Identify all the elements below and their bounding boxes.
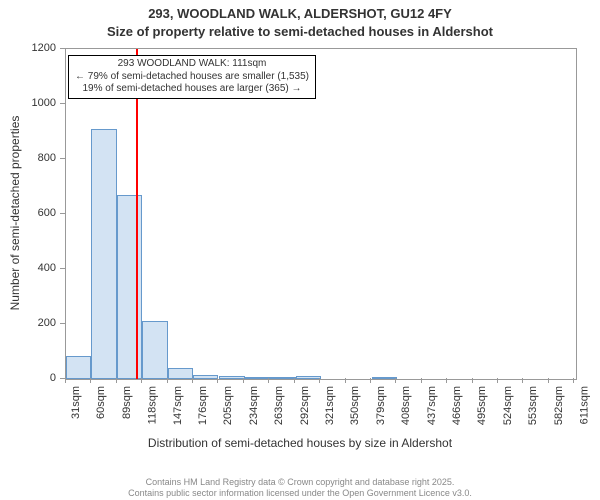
- x-tick: [573, 378, 574, 383]
- x-tick: [116, 378, 117, 383]
- chart-subtitle: Size of property relative to semi-detach…: [0, 24, 600, 40]
- x-tick-label: 611sqm: [578, 386, 590, 424]
- annotation-line: ← 79% of semi-detached houses are smalle…: [75, 71, 309, 84]
- footer-line-2: Contains public sector information licen…: [0, 488, 600, 498]
- y-tick: [60, 213, 65, 214]
- histogram-bar: [66, 356, 91, 379]
- y-tick-label: 800: [16, 152, 56, 164]
- x-tick: [243, 378, 244, 383]
- x-tick: [141, 378, 142, 383]
- x-tick: [217, 378, 218, 383]
- x-tick-label: 31sqm: [70, 386, 82, 419]
- x-tick: [192, 378, 193, 383]
- property-marker-line: [136, 49, 138, 379]
- x-tick-label: 234sqm: [248, 386, 260, 425]
- y-tick-label: 1200: [16, 42, 56, 54]
- x-tick-label: 321sqm: [324, 386, 336, 425]
- histogram-bar: [117, 195, 142, 379]
- x-tick-label: 89sqm: [121, 386, 133, 419]
- x-tick: [548, 378, 549, 383]
- x-axis-label: Distribution of semi-detached houses by …: [0, 436, 600, 450]
- footer-line-1: Contains HM Land Registry data © Crown c…: [0, 477, 600, 487]
- x-tick-label: 437sqm: [426, 386, 438, 425]
- x-tick-label: 495sqm: [477, 386, 489, 425]
- x-tick-label: 147sqm: [172, 386, 184, 425]
- histogram-bar: [91, 129, 116, 379]
- x-tick: [90, 378, 91, 383]
- x-tick: [268, 378, 269, 383]
- y-tick-label: 0: [16, 372, 56, 384]
- y-tick: [60, 48, 65, 49]
- x-tick: [167, 378, 168, 383]
- chart-title: 293, WOODLAND WALK, ALDERSHOT, GU12 4FY: [0, 6, 600, 22]
- x-tick-label: 553sqm: [527, 386, 539, 425]
- x-tick: [294, 378, 295, 383]
- x-tick-label: 118sqm: [146, 386, 158, 424]
- y-tick: [60, 158, 65, 159]
- annotation-line: 293 WOODLAND WALK: 111sqm: [75, 58, 309, 71]
- x-tick: [522, 378, 523, 383]
- annotation-box: 293 WOODLAND WALK: 111sqm← 79% of semi-d…: [68, 55, 316, 99]
- y-tick-label: 1000: [16, 97, 56, 109]
- x-tick: [421, 378, 422, 383]
- x-tick-label: 60sqm: [95, 386, 107, 419]
- x-tick-label: 263sqm: [273, 386, 285, 425]
- attribution-footer: Contains HM Land Registry data © Crown c…: [0, 477, 600, 498]
- x-tick-label: 379sqm: [375, 386, 387, 425]
- x-tick-label: 176sqm: [197, 386, 209, 425]
- histogram-bar: [372, 377, 397, 379]
- histogram-bar: [168, 368, 193, 379]
- histogram-bar: [245, 377, 270, 379]
- y-tick: [60, 268, 65, 269]
- x-tick-label: 292sqm: [299, 386, 311, 425]
- x-tick-label: 408sqm: [400, 386, 412, 425]
- x-tick-label: 524sqm: [502, 386, 514, 425]
- chart-root: 293, WOODLAND WALK, ALDERSHOT, GU12 4FY …: [0, 0, 600, 500]
- x-tick: [497, 378, 498, 383]
- x-tick: [345, 378, 346, 383]
- x-tick-label: 205sqm: [222, 386, 234, 425]
- annotation-line: 19% of semi-detached houses are larger (…: [75, 83, 309, 96]
- x-tick-label: 582sqm: [553, 386, 565, 425]
- histogram-bar: [296, 376, 321, 379]
- plot-area: 293 WOODLAND WALK: 111sqm← 79% of semi-d…: [65, 48, 577, 380]
- x-tick: [395, 378, 396, 383]
- y-tick: [60, 103, 65, 104]
- y-tick: [60, 323, 65, 324]
- x-tick: [370, 378, 371, 383]
- x-tick: [446, 378, 447, 383]
- histogram-bar: [142, 321, 167, 379]
- x-tick-label: 466sqm: [451, 386, 463, 425]
- y-tick-label: 400: [16, 262, 56, 274]
- histogram-bar: [219, 376, 244, 379]
- x-tick-label: 350sqm: [350, 386, 362, 425]
- x-tick: [319, 378, 320, 383]
- y-tick-label: 200: [16, 317, 56, 329]
- x-tick: [472, 378, 473, 383]
- histogram-bar: [270, 377, 295, 379]
- y-tick-label: 600: [16, 207, 56, 219]
- x-tick: [65, 378, 66, 383]
- histogram-bar: [193, 375, 218, 379]
